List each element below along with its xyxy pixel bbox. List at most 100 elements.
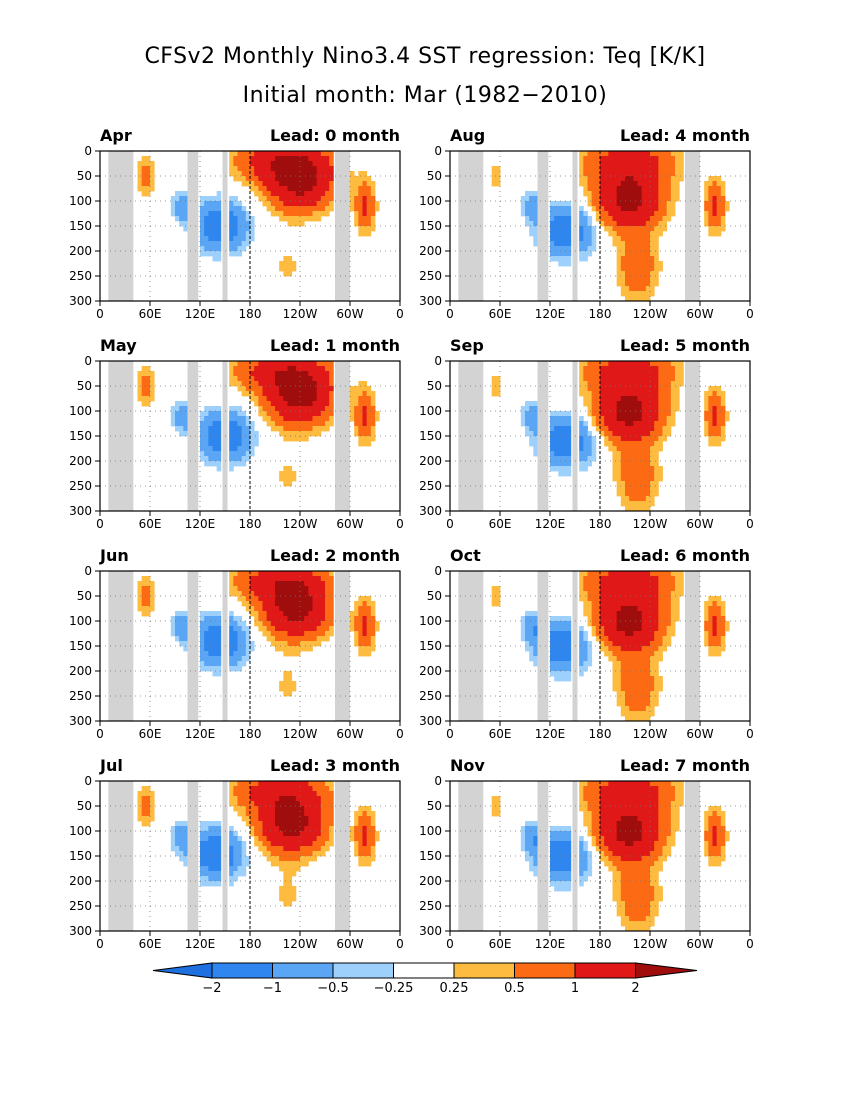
shaded-cell <box>271 586 276 591</box>
shaded-cell <box>229 161 234 166</box>
shaded-cell <box>142 606 147 611</box>
shaded-cell <box>200 621 205 626</box>
shaded-cell <box>354 601 359 606</box>
shaded-cell <box>238 576 243 581</box>
shaded-cell <box>708 416 713 421</box>
shaded-cell <box>600 416 605 421</box>
shaded-cell <box>658 591 663 596</box>
shaded-cell <box>633 286 638 291</box>
shaded-cell <box>229 436 234 441</box>
shaded-cell <box>300 631 305 636</box>
shaded-cell <box>308 426 313 431</box>
shaded-cell <box>317 151 322 156</box>
shaded-cell <box>588 796 593 801</box>
shaded-cell <box>313 626 318 631</box>
shaded-cell <box>567 871 572 876</box>
shaded-cell <box>275 201 280 206</box>
shaded-cell <box>317 591 322 596</box>
shaded-cell <box>267 176 272 181</box>
shaded-cell <box>317 156 322 161</box>
shaded-cell <box>708 636 713 641</box>
shaded-cell <box>258 606 263 611</box>
shaded-cell <box>650 591 655 596</box>
shaded-cell <box>588 451 593 456</box>
shaded-cell <box>617 361 622 366</box>
shaded-cell <box>529 831 534 836</box>
shaded-cell <box>258 836 263 841</box>
shaded-cell <box>654 661 659 666</box>
shaded-cell <box>204 861 209 866</box>
shaded-cell <box>671 156 676 161</box>
shaded-cell <box>313 381 318 386</box>
shaded-cell <box>329 621 334 626</box>
shaded-cell <box>354 396 359 401</box>
shaded-cell <box>229 171 234 176</box>
shaded-cell <box>283 271 288 276</box>
shaded-cell <box>363 626 368 631</box>
shaded-cell <box>233 861 238 866</box>
shaded-cell <box>354 431 359 436</box>
shaded-cell <box>304 621 309 626</box>
shaded-cell <box>238 796 243 801</box>
shaded-cell <box>358 186 363 191</box>
shaded-cell <box>371 196 376 201</box>
panel-month-label: Jun <box>99 546 129 565</box>
shaded-cell <box>233 581 238 586</box>
shaded-cell <box>633 491 638 496</box>
shaded-cell <box>317 196 322 201</box>
shaded-cell <box>613 461 618 466</box>
shaded-cell <box>367 436 372 441</box>
shaded-cell <box>588 821 593 826</box>
shaded-cell <box>713 611 718 616</box>
shaded-cell <box>229 376 234 381</box>
shaded-cell <box>263 601 268 606</box>
shaded-cell <box>321 621 326 626</box>
shaded-cell <box>663 211 668 216</box>
shaded-cell <box>354 606 359 611</box>
shaded-cell <box>304 851 309 856</box>
shaded-cell <box>583 851 588 856</box>
shaded-cell <box>629 491 634 496</box>
shaded-cell <box>179 201 184 206</box>
shaded-cell <box>642 691 647 696</box>
shaded-cell <box>675 601 680 606</box>
shaded-cell <box>300 156 305 161</box>
shaded-cell <box>183 626 188 631</box>
shaded-cell <box>671 576 676 581</box>
shaded-cell <box>629 286 634 291</box>
shaded-cell <box>142 381 147 386</box>
shaded-cell <box>525 191 530 196</box>
y-tick-label: 200 <box>69 874 92 888</box>
shaded-cell <box>271 206 276 211</box>
shaded-cell <box>554 206 559 211</box>
shaded-cell <box>271 211 276 216</box>
shaded-cell <box>288 891 293 896</box>
shaded-cell <box>638 661 643 666</box>
shaded-cell <box>579 431 584 436</box>
shaded-cell <box>529 401 534 406</box>
shaded-cell <box>292 606 297 611</box>
shaded-cell <box>588 586 593 591</box>
shaded-cell <box>308 806 313 811</box>
shaded-cell <box>638 431 643 436</box>
shaded-cell <box>617 816 622 821</box>
shaded-cell <box>658 416 663 421</box>
shaded-cell <box>667 591 672 596</box>
shaded-cell <box>563 441 568 446</box>
shaded-cell <box>288 861 293 866</box>
shaded-cell <box>179 856 184 861</box>
shaded-cell <box>250 781 255 786</box>
shaded-cell <box>579 441 584 446</box>
shaded-cell <box>717 406 722 411</box>
shaded-cell <box>650 266 655 271</box>
shaded-cell <box>533 621 538 626</box>
shaded-cell <box>363 441 368 446</box>
shaded-cell <box>213 661 218 666</box>
shaded-cell <box>204 446 209 451</box>
shaded-cell <box>579 446 584 451</box>
shaded-cell <box>238 616 243 621</box>
shaded-cell <box>650 456 655 461</box>
shaded-cell <box>321 571 326 576</box>
shaded-cell <box>638 596 643 601</box>
shaded-cell <box>354 621 359 626</box>
